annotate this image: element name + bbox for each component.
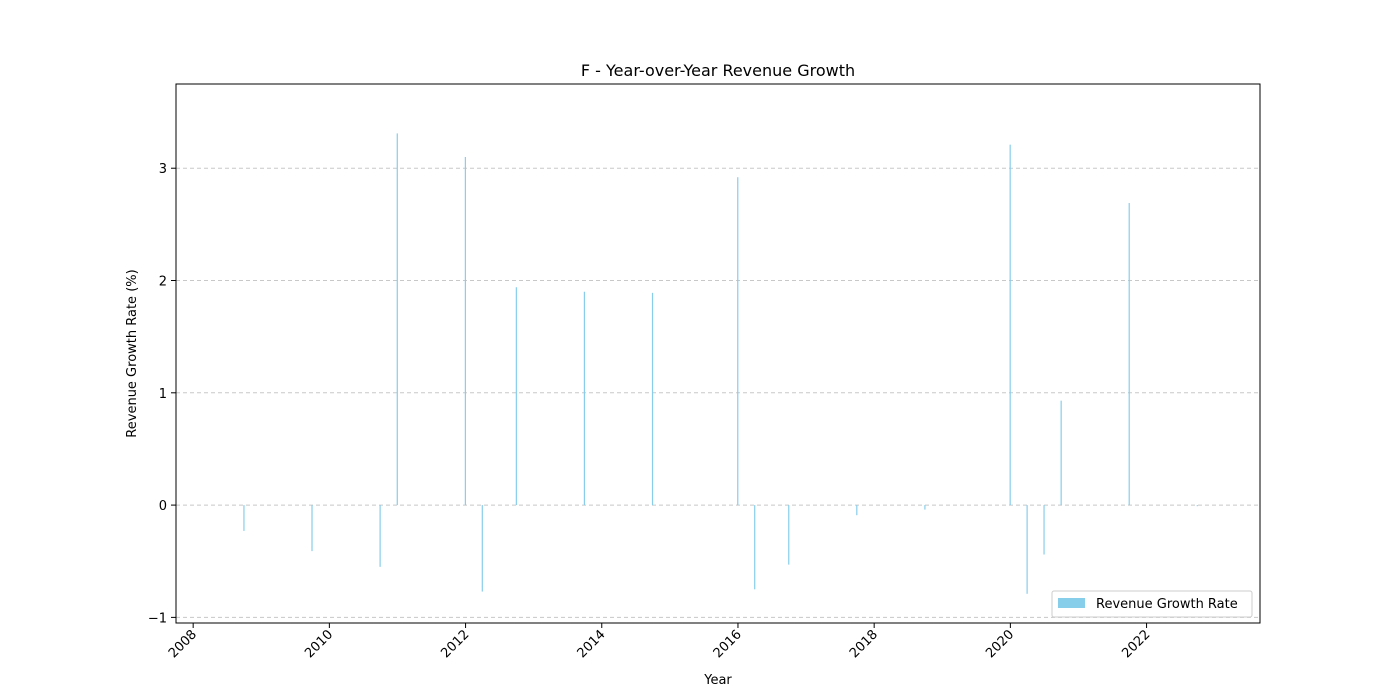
bar: [464, 156, 466, 506]
y-tick-label: 2: [159, 275, 167, 290]
x-axis-label: Year: [703, 673, 732, 688]
legend-label: Revenue Growth Rate: [1096, 597, 1238, 612]
y-axis-label: Revenue Growth Rate (%): [125, 269, 140, 437]
bar: [515, 287, 517, 506]
bar: [1043, 505, 1045, 555]
y-tick-label: 3: [159, 162, 167, 177]
bars: [243, 133, 1198, 594]
bar: [754, 505, 756, 590]
bar: [651, 292, 654, 506]
bar: [856, 505, 858, 516]
y-axis: −1 0 1 2 3: [148, 162, 176, 626]
bar: [396, 133, 398, 506]
chart-title: F - Year-over-Year Revenue Growth: [581, 61, 855, 80]
bar: [243, 505, 245, 531]
bar: [1026, 505, 1028, 594]
legend-swatch: [1058, 598, 1085, 608]
bar: [737, 177, 739, 506]
y-tick-label: 1: [159, 387, 167, 402]
bar: [379, 505, 381, 567]
legend: Revenue Growth Rate: [1051, 590, 1253, 618]
bar: [583, 291, 586, 506]
bar: [788, 505, 790, 565]
bar: [481, 505, 483, 592]
legend-box: [1051, 590, 1253, 618]
y-tick-label: 0: [159, 499, 167, 514]
bar: [1196, 505, 1198, 507]
bar: [1060, 400, 1062, 506]
bar: [924, 505, 926, 510]
bar: [1128, 203, 1130, 506]
bar: [311, 505, 313, 552]
plot-frame: [175, 83, 1261, 624]
bar: [1009, 144, 1011, 506]
y-tick-label: −1: [148, 611, 167, 626]
